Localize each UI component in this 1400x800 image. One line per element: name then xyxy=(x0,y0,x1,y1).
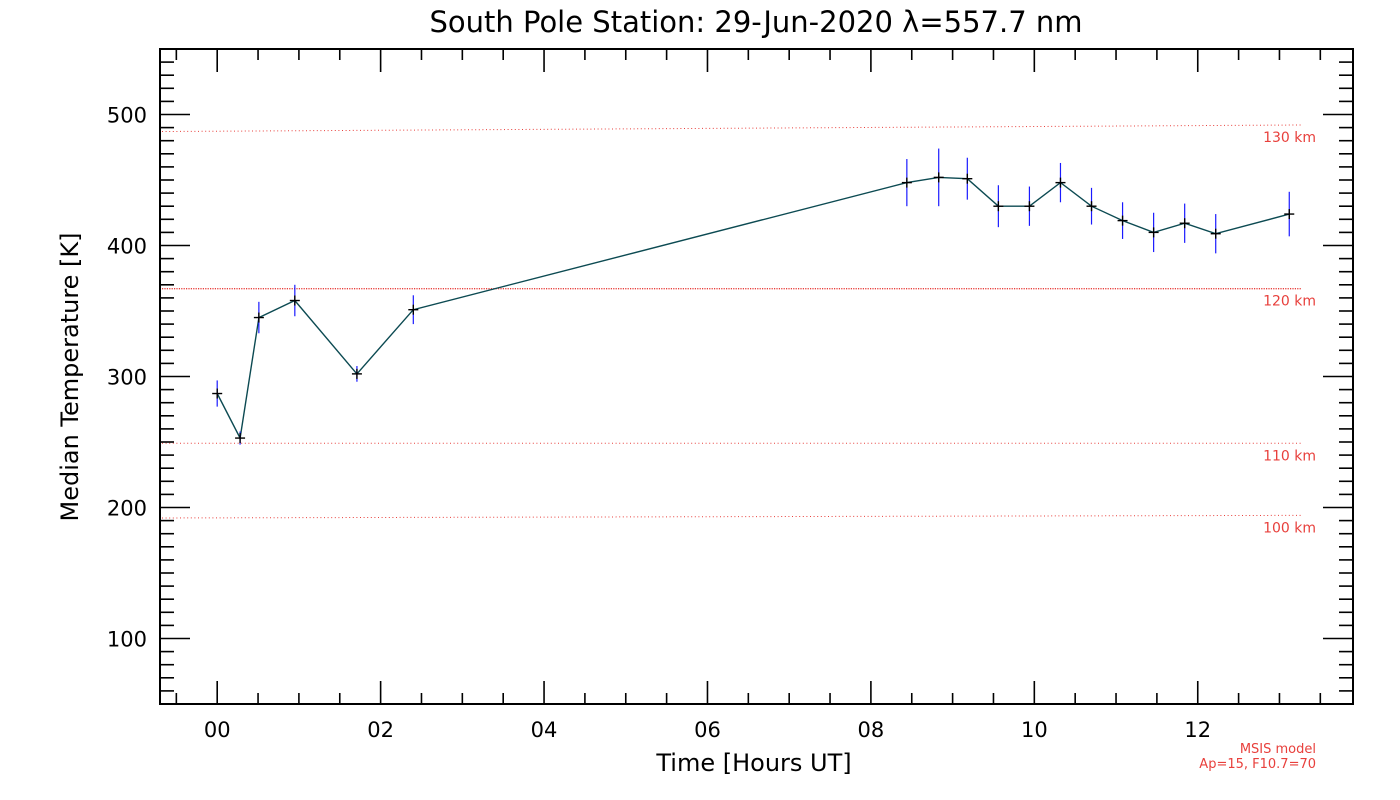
plot-frame xyxy=(159,48,1354,705)
y-tick-labels: 100 200 300 400 500 xyxy=(107,104,147,652)
x-tick-label-10: 10 xyxy=(1021,718,1048,742)
x-tick-labels: 00 02 04 06 08 10 12 xyxy=(204,718,1211,742)
reference-line-0 xyxy=(161,124,1303,133)
x-tick-label-02: 02 xyxy=(367,718,394,742)
data-point-17 xyxy=(1284,209,1295,220)
y-tick-label-400: 400 xyxy=(107,235,147,259)
reference-label-2: 110 km xyxy=(1263,448,1316,464)
data-point-4 xyxy=(351,368,362,379)
data-point-14 xyxy=(1148,227,1159,238)
data-point-9 xyxy=(993,201,1004,212)
reference-label-1: 120 km xyxy=(1263,294,1316,310)
data-series xyxy=(212,148,1295,445)
x-tick-label-00: 00 xyxy=(204,718,231,742)
data-point-6 xyxy=(901,177,912,188)
reference-label-3: 100 km xyxy=(1263,520,1316,536)
data-point-5 xyxy=(408,304,419,315)
y-tick-label-300: 300 xyxy=(107,366,147,390)
reference-line-3 xyxy=(161,514,1303,519)
data-point-2 xyxy=(253,312,264,323)
axis-ticks xyxy=(160,48,1353,705)
data-point-3 xyxy=(289,295,300,306)
chart-title: South Pole Station: 29-Jun-2020 λ=557.7 … xyxy=(429,5,1082,39)
data-point-12 xyxy=(1086,201,1097,212)
x-tick-label-06: 06 xyxy=(694,718,721,742)
data-point-15 xyxy=(1179,218,1190,229)
y-tick-label-200: 200 xyxy=(107,497,147,521)
series-line-0 xyxy=(216,176,1290,441)
data-point-11 xyxy=(1055,177,1066,188)
data-point-13 xyxy=(1117,215,1128,226)
msis-note-line1: MSIS model xyxy=(1240,742,1316,757)
data-point-8 xyxy=(962,173,973,184)
y-tick-label-100: 100 xyxy=(107,628,147,652)
reference-label-0: 130 km xyxy=(1263,130,1316,146)
data-point-16 xyxy=(1210,228,1221,239)
x-axis-label: Time [Hours UT] xyxy=(655,749,851,777)
y-tick-label-500: 500 xyxy=(107,104,147,128)
x-tick-label-12: 12 xyxy=(1184,718,1211,742)
data-point-10 xyxy=(1024,201,1035,212)
data-point-1 xyxy=(235,433,246,444)
data-point-0 xyxy=(212,388,223,399)
data-point-7 xyxy=(933,172,944,183)
x-tick-label-08: 08 xyxy=(858,718,885,742)
msis-note-line2: Ap=15, F10.7=70 xyxy=(1199,757,1316,772)
y-axis-label: Median Temperature [K] xyxy=(56,232,84,521)
x-tick-label-04: 04 xyxy=(531,718,558,742)
reference-lines: 130 km 120 km 110 km 100 km xyxy=(161,124,1316,536)
